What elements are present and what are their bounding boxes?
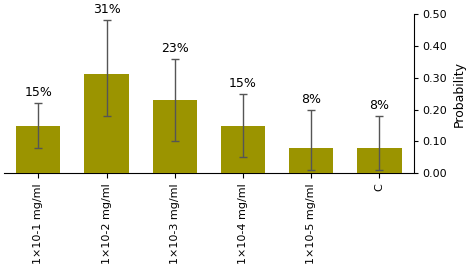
Bar <box>153 100 197 173</box>
Text: 31%: 31% <box>93 3 120 16</box>
Bar <box>289 148 333 173</box>
Y-axis label: Probability: Probability <box>453 61 466 126</box>
Bar <box>16 125 61 173</box>
Text: 15%: 15% <box>229 77 257 90</box>
Text: 15%: 15% <box>24 86 52 99</box>
Text: 8%: 8% <box>369 99 389 112</box>
Text: 23%: 23% <box>161 42 188 55</box>
Text: 8%: 8% <box>301 93 321 106</box>
Bar <box>357 148 401 173</box>
Bar <box>84 75 129 173</box>
Bar <box>221 125 265 173</box>
